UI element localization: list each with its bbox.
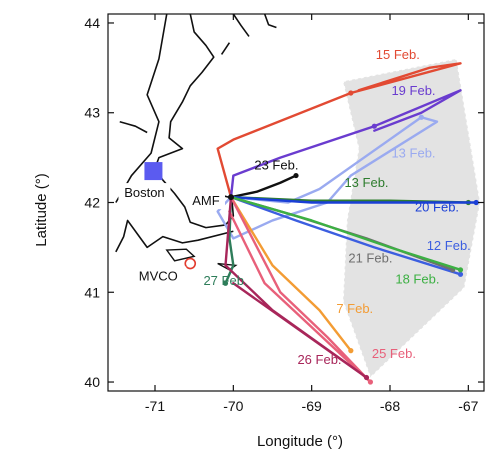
x-tick-label: -67 — [458, 398, 478, 414]
mvco-marker — [184, 257, 197, 270]
flight-date-label: 12 Feb. — [427, 238, 471, 253]
flight-waypoint — [371, 123, 377, 129]
coastline-segment — [232, 14, 250, 37]
coastline-segment — [115, 14, 168, 203]
places: Boston AMF MVCO — [118, 162, 234, 285]
flight-track — [229, 195, 478, 204]
y-tick-label: 44 — [84, 15, 100, 31]
place-label-bg — [118, 183, 171, 202]
flight-waypoint — [418, 114, 424, 120]
flight-date-label: 23 Feb. — [254, 157, 298, 172]
flight-tracks — [216, 62, 479, 385]
flight-waypoint — [348, 90, 354, 96]
coastline-segment — [263, 14, 277, 29]
flight-date-label: 21 Feb. — [348, 251, 392, 266]
boston-marker — [144, 162, 163, 181]
flight-date-label: 27 Feb. — [203, 273, 247, 288]
sampling-sector — [342, 58, 481, 379]
flight-date-label: 13 Feb. — [391, 146, 435, 161]
place-label: AMF — [192, 193, 220, 208]
flight-waypoint — [293, 172, 299, 179]
sampling-sector-area — [342, 58, 481, 379]
y-tick-label: 41 — [84, 284, 100, 300]
x-axis: -71 -70 -69 -68 -67 — [145, 14, 479, 414]
x-tick-label: -71 — [145, 398, 165, 414]
flight-waypoint — [348, 348, 354, 354]
flight-date-label: 26 Feb. — [297, 352, 341, 367]
x-tick-label: -69 — [302, 398, 322, 414]
coastline-segment — [119, 120, 148, 134]
flight-track — [229, 174, 298, 199]
x-tick-label: -68 — [380, 398, 400, 414]
flight-track — [224, 195, 368, 379]
flight-date-label: 19 Feb. — [391, 83, 435, 98]
place-label-bg — [130, 266, 187, 285]
y-tick-label: 43 — [84, 105, 100, 121]
flight-date-label: 20 Feb. — [415, 199, 459, 214]
flight-waypoint — [222, 280, 229, 286]
place-label: Boston — [124, 185, 164, 200]
amf-marker — [227, 194, 234, 201]
x-tick-label: -70 — [223, 398, 243, 414]
place-label: MVCO — [139, 269, 178, 284]
flight-track — [229, 195, 353, 352]
y-axis: 40 41 42 43 44 — [84, 15, 484, 390]
x-axis-label: Longitude (°) — [257, 433, 343, 450]
island-outline — [165, 248, 196, 262]
place-label-bg — [186, 191, 225, 210]
flight-waypoint — [363, 374, 370, 381]
flight-waypoint — [457, 271, 464, 277]
flight-track — [229, 195, 462, 272]
flight-waypoint — [457, 267, 464, 273]
y-tick-label: 40 — [84, 374, 100, 390]
flight-track — [228, 195, 372, 384]
y-tick-label: 42 — [84, 195, 100, 211]
flight-date-label: 15 Feb. — [376, 47, 420, 62]
flight-date-label: 13 Feb. — [344, 175, 388, 190]
flight-date-label: 18 Feb. — [395, 271, 439, 286]
flight-waypoint — [367, 379, 374, 385]
coastline-segment — [115, 219, 234, 253]
flight-waypoint — [473, 199, 479, 206]
y-axis-label: Latitude (°) — [33, 173, 50, 247]
flight-labels: 15 Feb. 19 Feb. 13 Feb. 23 Feb. 13 Feb. 20 Fe… — [203, 47, 470, 367]
flight-date-label: 7 Feb. — [336, 301, 373, 316]
flight-track — [229, 195, 462, 276]
coastline-segment — [220, 42, 231, 55]
flight-date-label: 25 Feb. — [372, 346, 416, 361]
